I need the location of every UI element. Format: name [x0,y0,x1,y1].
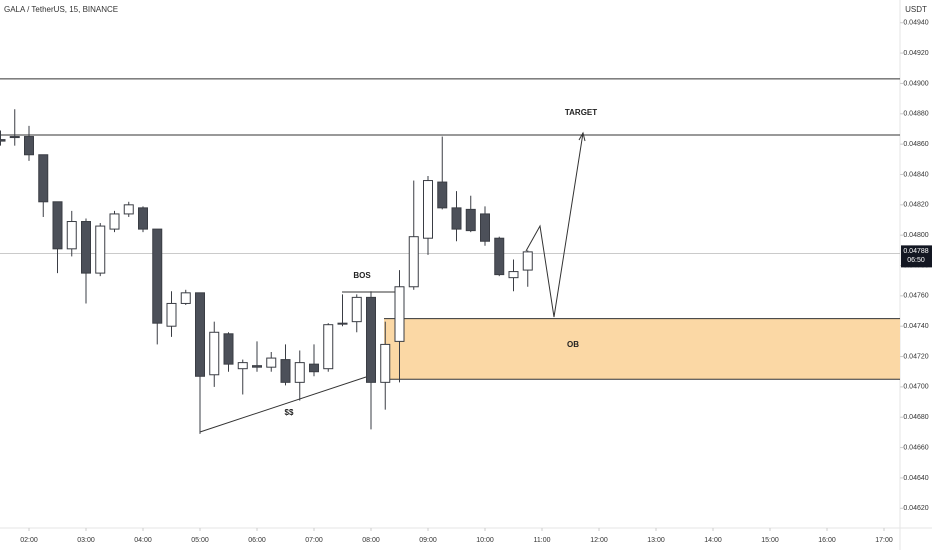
y-tick-label: 0.04620 [903,505,928,512]
candle-body [337,322,348,325]
x-tick-label: 06:00 [248,537,266,544]
candle-body [138,207,148,230]
y-tick-label: 0.04920 [903,50,928,57]
candle-body [209,331,220,376]
candle-body [95,225,106,274]
y-tick-label: 0.04880 [903,111,928,118]
candle-body [166,302,177,327]
candle-body [195,292,205,377]
candle-body [38,154,49,203]
candle-body [24,136,34,156]
candles [0,109,533,434]
candle-body [408,236,419,288]
x-tick-label: 03:00 [77,537,95,544]
candle-body [423,180,433,239]
y-tick-label: 0.04660 [903,444,928,451]
x-tick-label: 07:00 [305,537,323,544]
projection [525,132,584,318]
y-tick-label: 0.04680 [903,414,928,421]
y-tick-label: 0.04760 [903,293,928,300]
y-tick-label: 0.04740 [903,323,928,330]
arrow-head [578,131,586,142]
candle-body [152,228,163,324]
candle-body [366,296,376,383]
annotation: $$ [285,408,294,417]
candle-body [180,292,191,304]
chart-title: GALA / TetherUS, 15, BINANCE [4,5,118,14]
candle-body [522,251,533,271]
trend-line [199,376,367,433]
x-tick-label: 02:00 [20,537,38,544]
candle-body [0,139,6,142]
candle-body [109,213,120,230]
drawings [199,131,586,433]
x-tick-label: 09:00 [419,537,437,544]
candle-body [266,357,277,368]
y-tick-label: 0.04840 [903,171,928,178]
price-label: 0.04788 [903,248,928,255]
x-tick-label: 16:00 [818,537,836,544]
x-tick-label: 11:00 [534,537,551,544]
order-block [384,318,900,380]
candle-body [451,207,462,230]
x-tick-label: 12:00 [590,537,608,544]
y-tick-label: 0.04860 [903,141,928,148]
candle-body [437,181,448,209]
candle-body [280,359,291,383]
candle-body [9,136,20,139]
candle-body [52,201,63,250]
candle-body [81,221,91,274]
x-tick-label: 08:00 [362,537,380,544]
candle-body [294,362,305,383]
candle-body [309,363,319,373]
price-label-bg [901,245,932,268]
candle-body [323,324,334,370]
y-tick-label: 0.04800 [903,232,928,239]
axis-unit: USDT [905,5,927,14]
annotation: BOS [353,271,371,280]
x-tick-label: 14:00 [704,537,722,544]
zone-layer [0,78,900,380]
x-tick-label: 17:00 [875,537,893,544]
candle-body [351,296,362,323]
y-tick-label: 0.04940 [903,20,928,27]
x-tick-label: 13:00 [647,537,665,544]
y-tick-label: 0.04720 [903,353,928,360]
candle-body [480,213,490,242]
candle-body [465,208,476,232]
y-tick-label: 0.04700 [903,384,928,391]
x-tick-label: 04:00 [134,537,152,544]
candle-body [494,237,505,276]
y-tick-label: 0.04640 [903,475,928,482]
x-tick-label: 10:00 [476,537,494,544]
y-tick-label: 0.04900 [903,80,928,87]
x-tick-label: 15:00 [761,537,779,544]
candle-body [252,365,262,368]
candle-body [66,221,77,250]
x-tick-label: 05:00 [191,537,209,544]
candle-body [508,271,519,279]
annotation: TARGET [565,108,597,117]
y-tick-label: 0.04820 [903,202,928,209]
candle-body [394,286,405,342]
candle-body [223,333,234,365]
countdown: 06:50 [907,257,925,264]
annotation: OB [567,340,579,349]
candle-body [380,343,391,383]
candle-body [237,362,248,370]
candle-body [123,204,134,215]
